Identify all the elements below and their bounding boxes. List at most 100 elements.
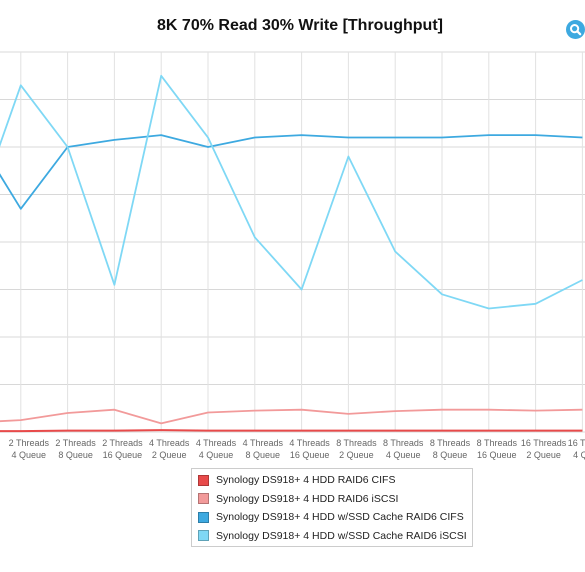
data-point[interactable]: [66, 412, 68, 414]
data-point[interactable]: [254, 236, 256, 238]
line-chart: 2 Queue 2 Threads 4 Queue 2 Threads 8 Queue 2…: [0, 51, 585, 460]
data-point[interactable]: [441, 293, 443, 295]
x-tick-label: 16 Threads: [521, 438, 567, 448]
x-tick-label: 4 Threads: [243, 438, 284, 448]
x-axis-tick-labels: 2 Queue 2 Threads 4 Queue 2 Threads 8 Queue 2…: [9, 438, 585, 460]
data-point[interactable]: [160, 429, 162, 431]
x-tick-label: 16 Queue: [477, 450, 517, 460]
data-point[interactable]: [254, 409, 256, 411]
series-line[interactable]: [0, 429, 583, 433]
legend-label: Synology DS918+ 4 HDD w/SSD Cache RAID6 …: [216, 529, 467, 542]
data-point[interactable]: [300, 134, 302, 136]
x-tick-label: 16 Threads: [568, 438, 585, 448]
data-point[interactable]: [394, 429, 396, 431]
data-point[interactable]: [581, 136, 583, 138]
data-point[interactable]: [488, 429, 490, 431]
x-tick-label: 8 Queue: [58, 450, 93, 460]
data-point[interactable]: [347, 429, 349, 431]
chart-legend: Synology DS918+ 4 HDD RAID6 CIFS Synolog…: [191, 468, 473, 547]
data-point[interactable]: [20, 84, 22, 86]
data-point[interactable]: [20, 430, 22, 432]
series-line[interactable]: [0, 408, 583, 425]
data-point[interactable]: [207, 411, 209, 413]
x-tick-label: 8 Threads: [336, 438, 377, 448]
data-point[interactable]: [160, 134, 162, 136]
data-point[interactable]: [347, 136, 349, 138]
x-tick-label: 2 Threads: [9, 438, 50, 448]
x-tick-label: 4 Queue: [386, 450, 421, 460]
data-point[interactable]: [20, 208, 22, 210]
x-tick-label: 2 Threads: [55, 438, 96, 448]
data-point[interactable]: [394, 250, 396, 252]
legend-item[interactable]: Synology DS918+ 4 HDD RAID6 CIFS: [198, 471, 472, 490]
data-point[interactable]: [581, 429, 583, 431]
data-point[interactable]: [534, 409, 536, 411]
data-point[interactable]: [394, 410, 396, 412]
gridlines: [0, 51, 585, 433]
chart-title: 8K 70% Read 30% Write [Throughput]: [157, 17, 443, 34]
data-point[interactable]: [534, 429, 536, 431]
data-point[interactable]: [113, 429, 115, 431]
legend-swatch: [198, 474, 209, 486]
legend-label: Synology DS918+ 4 HDD RAID6 CIFS: [216, 474, 396, 487]
x-tick-label: 8 Threads: [383, 438, 424, 448]
data-point[interactable]: [160, 422, 162, 424]
data-point[interactable]: [300, 288, 302, 290]
series-lines: [0, 74, 583, 433]
data-point[interactable]: [581, 408, 583, 410]
data-point[interactable]: [254, 429, 256, 431]
data-point[interactable]: [394, 136, 396, 138]
x-tick-label: 4 Threads: [289, 438, 330, 448]
legend-item[interactable]: Synology DS918+ 4 HDD RAID6 iSCSI: [198, 490, 472, 509]
data-point[interactable]: [207, 146, 209, 148]
legend-item[interactable]: Synology DS918+ 4 HDD w/SSD Cache RAID6 …: [198, 527, 472, 546]
data-point[interactable]: [581, 279, 583, 281]
data-point[interactable]: [347, 413, 349, 415]
data-point[interactable]: [534, 134, 536, 136]
x-tick-label: 4 Queue: [573, 450, 585, 460]
data-point[interactable]: [66, 429, 68, 431]
x-tick-label: 8 Threads: [477, 438, 518, 448]
legend-label: Synology DS918+ 4 HDD RAID6 iSCSI: [216, 492, 399, 505]
x-tick-label: 16 Queue: [290, 450, 330, 460]
legend-swatch: [198, 530, 209, 542]
legend-swatch: [198, 493, 209, 505]
data-point[interactable]: [441, 408, 443, 410]
data-point[interactable]: [347, 155, 349, 157]
data-point[interactable]: [160, 75, 162, 77]
data-point[interactable]: [20, 419, 22, 421]
data-point[interactable]: [441, 429, 443, 431]
data-point[interactable]: [488, 307, 490, 309]
legend-item[interactable]: Synology DS918+ 4 HDD w/SSD Cache RAID6 …: [198, 508, 472, 527]
x-tick-label: 4 Threads: [149, 438, 190, 448]
x-tick-label: 8 Queue: [246, 450, 281, 460]
zoom-reset-icon[interactable]: [566, 20, 585, 39]
data-point[interactable]: [207, 429, 209, 431]
x-tick-label: 4 Threads: [196, 438, 237, 448]
data-point[interactable]: [66, 146, 68, 148]
data-point[interactable]: [300, 429, 302, 431]
x-tick-label: 2 Queue: [152, 450, 187, 460]
data-point[interactable]: [488, 408, 490, 410]
data-point[interactable]: [207, 136, 209, 138]
data-point[interactable]: [441, 136, 443, 138]
data-point[interactable]: [488, 134, 490, 136]
series-line[interactable]: [0, 133, 583, 210]
x-tick-label: 16 Queue: [103, 450, 143, 460]
data-point[interactable]: [300, 408, 302, 410]
legend-swatch: [198, 511, 209, 523]
legend-label: Synology DS918+ 4 HDD w/SSD Cache RAID6 …: [216, 511, 464, 524]
x-tick-label: 2 Queue: [526, 450, 561, 460]
data-point[interactable]: [534, 303, 536, 305]
data-point[interactable]: [254, 136, 256, 138]
x-tick-label: 8 Threads: [430, 438, 471, 448]
x-tick-label: 2 Queue: [339, 450, 374, 460]
data-point[interactable]: [113, 139, 115, 141]
x-tick-label: 2 Threads: [102, 438, 143, 448]
data-point[interactable]: [113, 284, 115, 286]
series-line[interactable]: [0, 74, 583, 310]
x-tick-label: 4 Queue: [199, 450, 234, 460]
x-tick-label: 4 Queue: [12, 450, 47, 460]
data-point[interactable]: [113, 408, 115, 410]
x-tick-label: 8 Queue: [433, 450, 468, 460]
